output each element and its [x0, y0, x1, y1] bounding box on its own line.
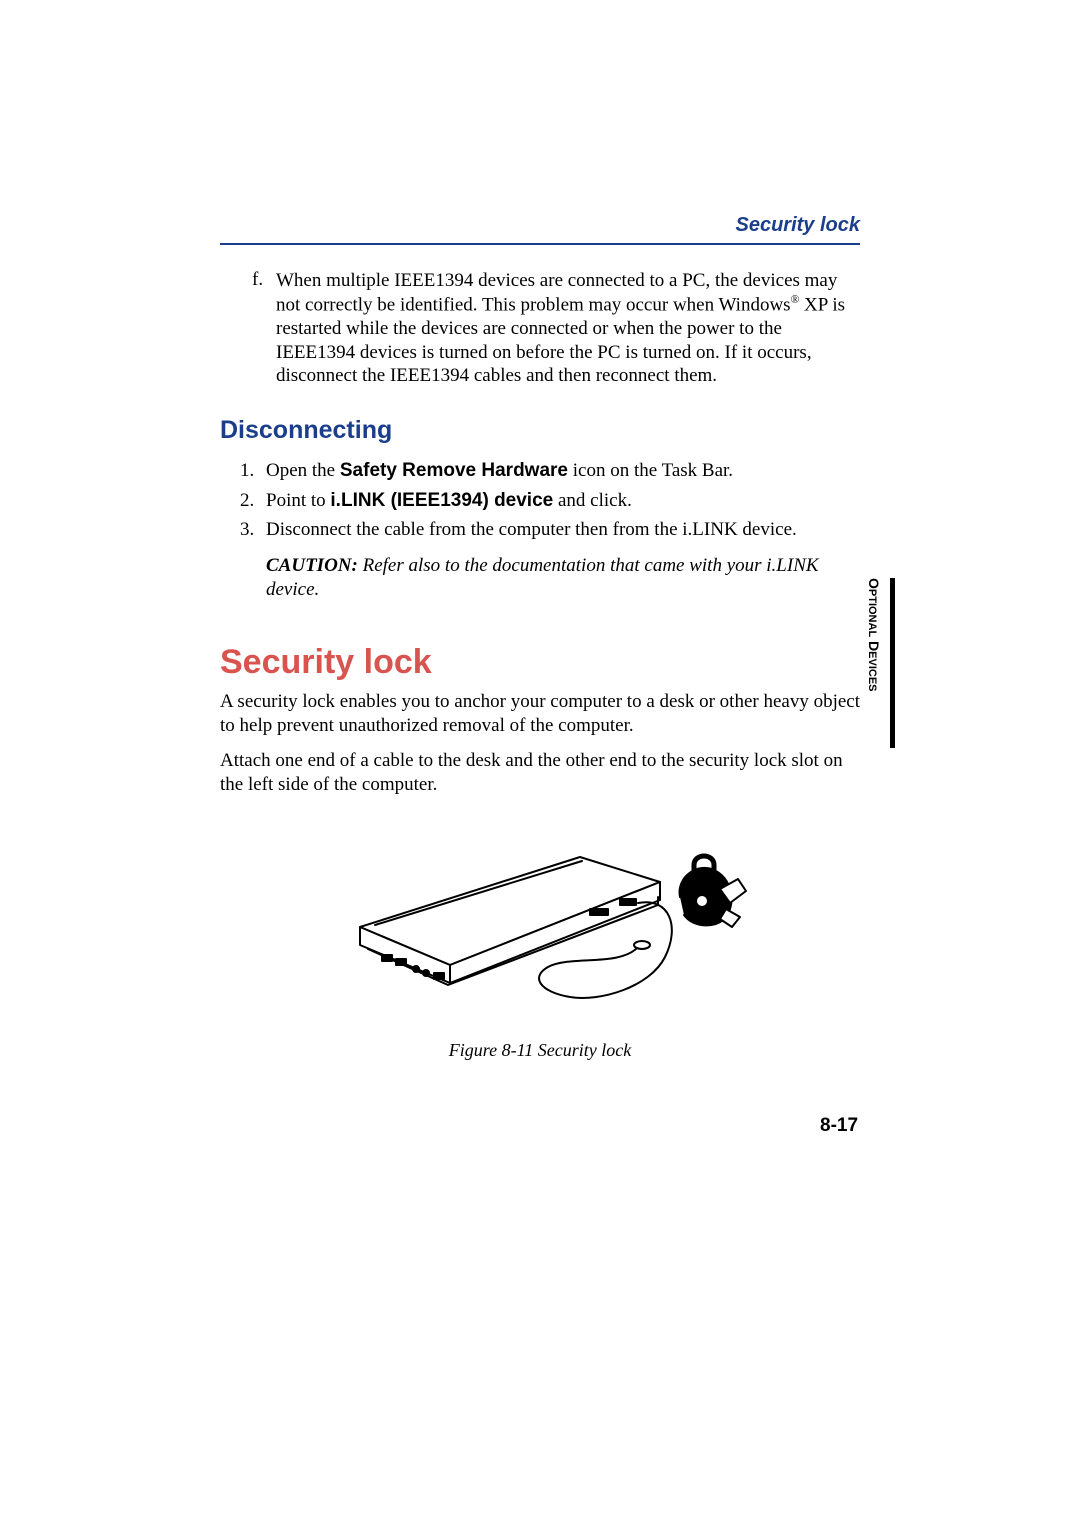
caution-note: CAUTION: Refer also to the documentation…: [266, 554, 860, 603]
registered-mark: ®: [791, 294, 800, 306]
item-body: When multiple IEEE1394 devices are conne…: [276, 269, 860, 388]
page-content: Security lock f. When multiple IEEE1394 …: [220, 214, 860, 1061]
step-number: 2.: [240, 487, 266, 515]
list-item: 3. Disconnect the cable from the compute…: [240, 516, 860, 544]
header-rule: [220, 243, 860, 245]
heading-disconnecting: Disconnecting: [220, 416, 860, 445]
steps-list: 1. Open the Safety Remove Hardware icon …: [240, 457, 860, 544]
step-body: Disconnect the cable from the computer t…: [266, 516, 797, 544]
tab-bar: [890, 578, 895, 748]
step-body: Point to i.LINK (IEEE1394) device and cl…: [266, 487, 632, 515]
caution-lead: CAUTION:: [266, 555, 358, 576]
list-item: 1. Open the Safety Remove Hardware icon …: [240, 457, 860, 485]
step-body: Open the Safety Remove Hardware icon on …: [266, 457, 733, 485]
item-marker: f.: [252, 269, 276, 388]
figure: Figure 8-11 Security lock: [220, 827, 860, 1061]
step-number: 1.: [240, 457, 266, 485]
step-number: 3.: [240, 516, 266, 544]
item-text-pre: When multiple IEEE1394 devices are conne…: [276, 270, 837, 315]
figure-caption: Figure 8-11 Security lock: [220, 1040, 860, 1061]
chapter-tab: OPTIONAL DEVICES: [868, 578, 896, 748]
paragraph: Attach one end of a cable to the desk an…: [220, 749, 860, 798]
list-item-f: f. When multiple IEEE1394 devices are co…: [252, 269, 860, 388]
page-number: 8-17: [820, 1115, 858, 1137]
running-header: Security lock: [220, 214, 860, 237]
security-lock-illustration-icon: [320, 827, 760, 1017]
tab-label: OPTIONAL DEVICES: [866, 578, 882, 692]
paragraph: A security lock enables you to anchor yo…: [220, 690, 860, 739]
heading-security-lock: Security lock: [220, 643, 860, 682]
list-item: 2. Point to i.LINK (IEEE1394) device and…: [240, 487, 860, 515]
